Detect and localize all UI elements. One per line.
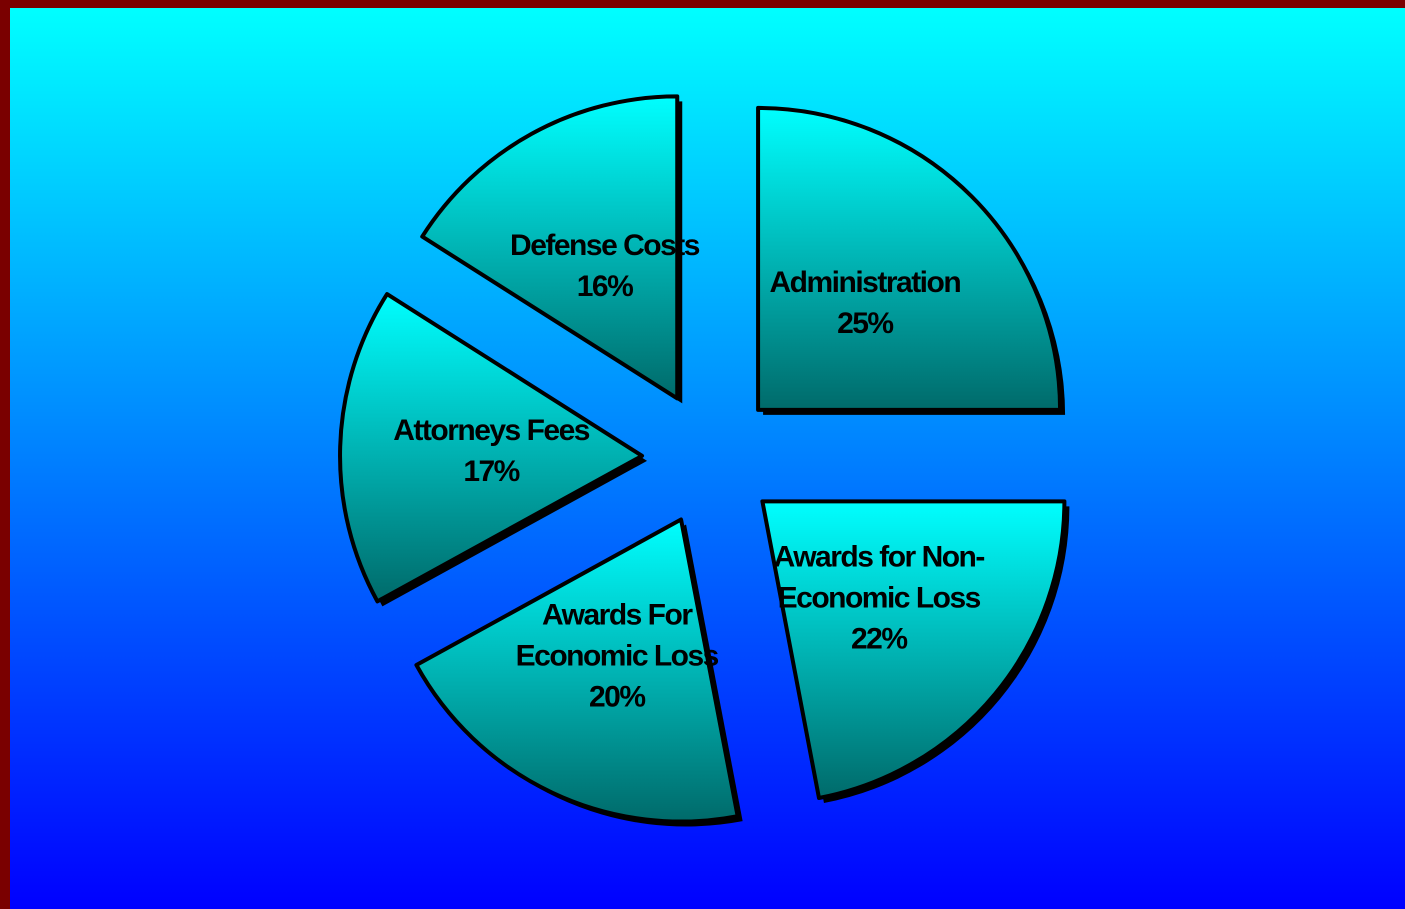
- slice-label: Awards For Economic Loss 20%: [477, 595, 757, 718]
- category-label: Defense Costs: [510, 229, 700, 263]
- slice: [414, 517, 740, 824]
- category-label: Awards For Economic Loss: [515, 598, 720, 673]
- category-label: Attorneys Fees: [393, 414, 590, 448]
- slice-label: Awards for Non-Economic Loss 22%: [739, 536, 1019, 659]
- category-label: Administration: [769, 266, 962, 300]
- value-label: 25%: [837, 307, 894, 341]
- value-label: 22%: [850, 622, 908, 656]
- value-label: 17%: [463, 455, 520, 489]
- slice: [420, 94, 680, 401]
- slice-label: Administration 25%: [725, 262, 1005, 344]
- category-label: Awards for Non-Economic Loss: [773, 540, 986, 615]
- slide: Administration 25% Awards for Non-Economic…: [10, 8, 1405, 909]
- chart: [338, 94, 1070, 827]
- slice: [760, 499, 1067, 800]
- slice-label: Attorneys Fees 17%: [351, 410, 631, 492]
- slice: [338, 292, 645, 604]
- slice: [756, 105, 1063, 412]
- slice-label: Defense Costs 16%: [464, 225, 744, 307]
- value-label: 16%: [576, 270, 634, 304]
- value-label: 20%: [588, 680, 646, 714]
